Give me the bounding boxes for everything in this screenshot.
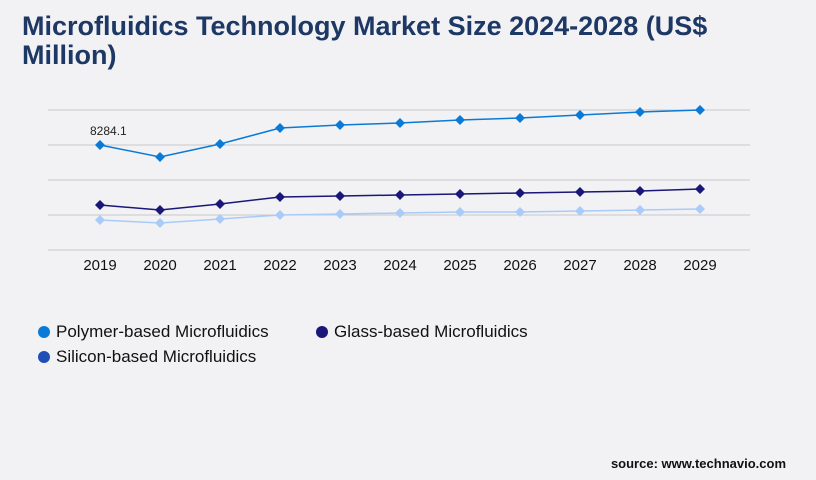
data-point [455,189,465,200]
series-line [99,109,701,158]
legend-label-polymer: Polymer-based Microfluidics [56,322,269,341]
data-point [155,218,165,229]
data-point [575,109,585,120]
data-point [215,199,225,210]
data-point [515,112,525,123]
x-tick-label: 2027 [563,257,596,274]
data-point [395,190,405,201]
data-point [95,200,105,211]
data-point [635,106,645,117]
x-tick-label: 2024 [383,257,416,274]
data-point [335,120,345,131]
data-point [95,140,105,150]
legend-item-polymer: Polymer-based Microfluidics [38,322,269,342]
x-tick-label: 2023 [323,257,356,274]
x-tick-label: 2019 [83,257,116,274]
x-tick-label: 2026 [503,257,536,274]
data-point [575,186,585,197]
legend-marker-glass [316,326,328,338]
data-point [515,188,525,199]
data-point [215,213,225,224]
data-point [275,191,285,202]
x-tick-label: 2025 [443,257,476,274]
data-point [575,205,585,216]
data-point [335,191,345,202]
data-point [695,183,705,194]
data-point [695,104,705,115]
x-tick-label: 2028 [623,257,656,274]
legend-label-glass: Glass-based Microfluidics [334,322,528,341]
data-point [635,204,645,215]
legend-item-glass: Glass-based Microfluidics [316,322,528,342]
data-label: 8284.1 [90,124,127,138]
legend-item-silicon: Silicon-based Microfluidics [38,347,256,367]
x-tick-label: 2022 [263,257,296,274]
data-point [455,114,465,125]
x-tick-label: 2020 [143,257,176,274]
legend-label-silicon: Silicon-based Microfluidics [56,347,257,366]
data-point [95,214,105,225]
data-point [275,122,285,133]
data-point [215,138,225,149]
data-point [275,210,285,221]
data-point [155,204,165,215]
x-tick-label: 2029 [683,257,716,274]
data-point [635,185,645,196]
data-point [335,209,345,220]
legend-marker-polymer [38,326,50,338]
data-point [695,203,705,214]
data-point [395,117,405,128]
chart-title: Microfluidics Technology Market Size 202… [22,11,708,70]
data-point [395,208,405,219]
line-chart: 2019 2020 2021 2022 2023 2024 2025 2026 2027 2028… [48,104,750,274]
source-note: source: www.technavio.com [610,456,786,471]
x-tick-label: 2021 [203,257,236,274]
data-point [515,207,525,218]
legend-marker-silicon [38,351,50,363]
data-point [155,152,165,163]
data-point [455,207,465,218]
